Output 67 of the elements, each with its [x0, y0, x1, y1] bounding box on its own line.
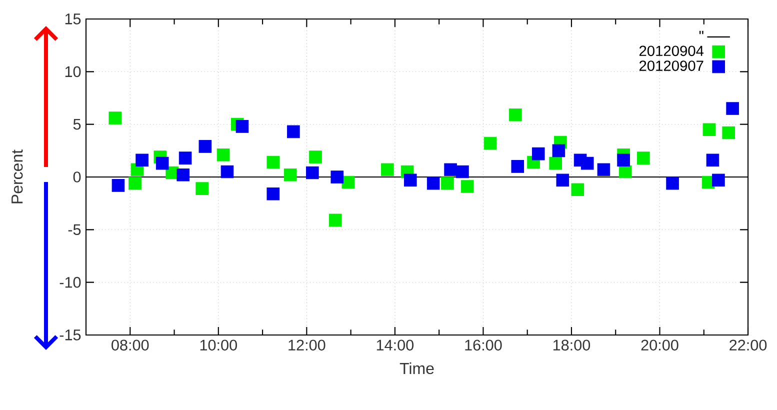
point: [552, 144, 566, 158]
point: [328, 214, 342, 227]
x-tick-label: 16:00: [465, 340, 502, 351]
point: [712, 174, 725, 187]
point: [266, 156, 280, 169]
y-tick-label: -10: [60, 276, 81, 288]
point: [511, 160, 524, 173]
x-tick-label: 20:00: [641, 340, 678, 351]
point: [549, 156, 562, 170]
point: [216, 148, 230, 162]
point: [381, 163, 394, 176]
point: [597, 163, 610, 176]
x-tick-label: 12:00: [288, 340, 326, 351]
point: [444, 163, 457, 176]
x-tick-label: 08:00: [112, 340, 149, 351]
point: [266, 187, 280, 200]
point: [306, 166, 319, 180]
point: [532, 147, 545, 160]
point: [128, 176, 142, 190]
legend-label: ": [699, 30, 704, 34]
y-tick-label: 0: [73, 172, 81, 182]
point: [580, 156, 594, 170]
point: [426, 176, 440, 190]
point: [460, 180, 474, 193]
x-axis-title: Time: [400, 362, 434, 374]
point: [441, 176, 454, 190]
legend-label: 20120904: [639, 46, 704, 56]
point: [236, 120, 249, 133]
y-axis-title: Percent: [12, 150, 23, 204]
legend-label: 20120907: [639, 60, 704, 71]
point: [108, 112, 122, 124]
point: [556, 174, 570, 187]
point: [404, 174, 417, 187]
point: [196, 182, 208, 195]
point: [706, 154, 720, 167]
point: [509, 108, 522, 122]
y-tick-label: -15: [60, 330, 81, 340]
point: [178, 152, 192, 164]
point: [330, 170, 344, 184]
point: [637, 152, 650, 164]
y-tick-label: 10: [65, 66, 81, 78]
y-tick-label: 5: [73, 118, 81, 130]
point: [666, 176, 679, 190]
point: [156, 156, 169, 170]
y-tick-label: 15: [65, 14, 81, 24]
point: [722, 126, 735, 140]
x-tick-label: 22:00: [730, 340, 767, 351]
point: [136, 154, 148, 167]
point: [617, 154, 630, 167]
point: [198, 140, 212, 153]
y-tick-label: -5: [68, 224, 81, 236]
point: [309, 150, 322, 164]
x-tick-label: 14:00: [376, 340, 414, 351]
point: [618, 165, 632, 178]
point: [456, 165, 469, 178]
x-tick-label: 18:00: [553, 340, 590, 351]
point: [284, 168, 297, 182]
point: [571, 183, 584, 196]
point: [176, 168, 190, 182]
point: [112, 179, 125, 192]
point: [287, 125, 300, 138]
point: [726, 102, 739, 115]
point: [342, 176, 355, 189]
point: [484, 136, 497, 150]
point: [220, 165, 234, 178]
point: [702, 123, 716, 136]
x-tick-label: 10:00: [200, 340, 237, 351]
